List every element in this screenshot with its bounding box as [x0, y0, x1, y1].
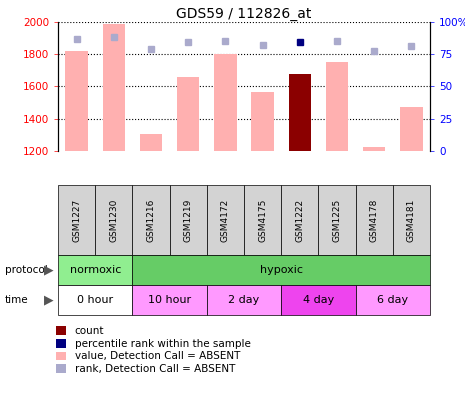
FancyBboxPatch shape — [356, 285, 430, 315]
FancyBboxPatch shape — [207, 285, 281, 315]
Bar — [400, 107, 423, 151]
Text: 0 hour: 0 hour — [77, 295, 113, 305]
Bar — [140, 134, 162, 151]
Text: GSM4175: GSM4175 — [258, 198, 267, 242]
Text: GSM1216: GSM1216 — [146, 198, 155, 242]
Bar — [214, 54, 237, 151]
Text: GSM1219: GSM1219 — [184, 198, 193, 242]
Text: ▶: ▶ — [44, 293, 53, 307]
Text: GSM1230: GSM1230 — [109, 198, 118, 242]
FancyBboxPatch shape — [58, 185, 95, 255]
Text: GSM4181: GSM4181 — [407, 198, 416, 242]
Bar — [252, 92, 274, 151]
Bar — [66, 51, 88, 151]
Text: GSM1227: GSM1227 — [72, 198, 81, 242]
Text: normoxic: normoxic — [69, 265, 121, 275]
FancyBboxPatch shape — [58, 255, 133, 285]
Text: GSM1225: GSM1225 — [332, 198, 341, 242]
Title: GDS59 / 112826_at: GDS59 / 112826_at — [176, 7, 312, 21]
Text: 6 day: 6 day — [377, 295, 408, 305]
FancyBboxPatch shape — [170, 185, 207, 255]
FancyBboxPatch shape — [244, 185, 281, 255]
FancyBboxPatch shape — [133, 185, 170, 255]
FancyBboxPatch shape — [319, 185, 356, 255]
Text: hypoxic: hypoxic — [259, 265, 303, 275]
FancyBboxPatch shape — [133, 255, 430, 285]
FancyBboxPatch shape — [207, 185, 244, 255]
FancyBboxPatch shape — [95, 185, 133, 255]
FancyBboxPatch shape — [281, 285, 356, 315]
Text: 10 hour: 10 hour — [148, 295, 191, 305]
Text: GSM4172: GSM4172 — [221, 198, 230, 242]
Legend: count, percentile rank within the sample, value, Detection Call = ABSENT, rank, : count, percentile rank within the sample… — [54, 324, 252, 376]
Text: time: time — [5, 295, 28, 305]
Text: 4 day: 4 day — [303, 295, 334, 305]
FancyBboxPatch shape — [393, 185, 430, 255]
FancyBboxPatch shape — [281, 185, 319, 255]
Bar — [363, 147, 385, 151]
Bar — [177, 77, 199, 151]
Text: GSM1222: GSM1222 — [295, 198, 304, 242]
Text: GSM4178: GSM4178 — [370, 198, 379, 242]
FancyBboxPatch shape — [133, 285, 207, 315]
Bar — [103, 24, 125, 151]
Bar — [326, 61, 348, 151]
Text: protocol: protocol — [5, 265, 47, 275]
FancyBboxPatch shape — [356, 185, 393, 255]
Text: ▶: ▶ — [44, 263, 53, 276]
FancyBboxPatch shape — [58, 285, 133, 315]
Bar — [289, 74, 311, 151]
Text: 2 day: 2 day — [228, 295, 259, 305]
